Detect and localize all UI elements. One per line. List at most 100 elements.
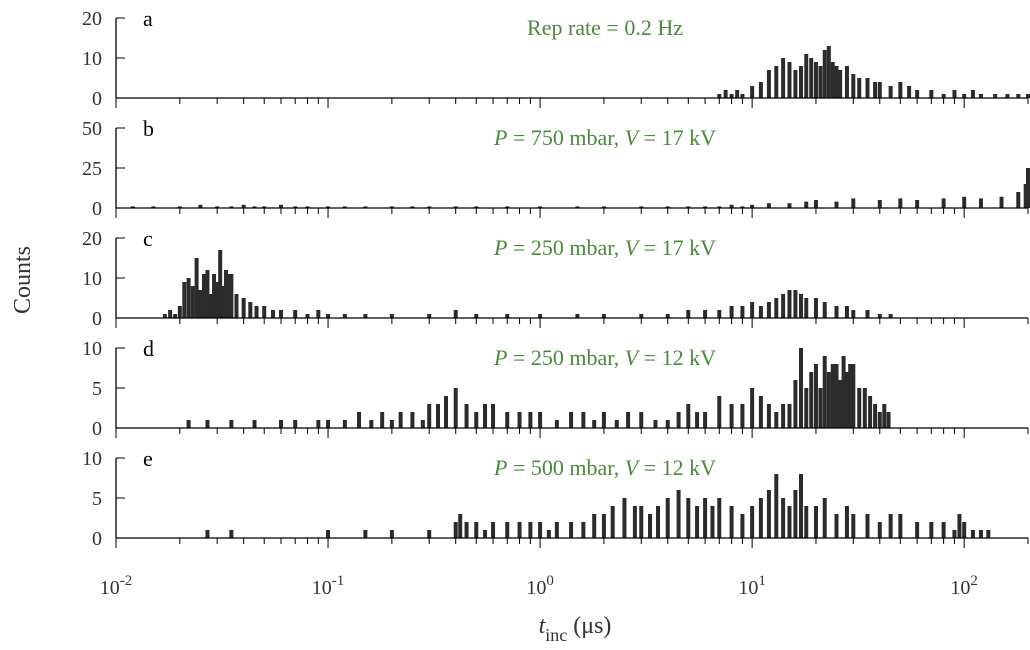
bar bbox=[703, 412, 708, 428]
bar bbox=[804, 506, 809, 538]
panel-annotation: P = 500 mbar, V = 12 kV bbox=[493, 455, 716, 480]
bar bbox=[813, 298, 818, 318]
bar bbox=[342, 314, 347, 318]
bar bbox=[262, 206, 267, 208]
bar bbox=[632, 506, 637, 538]
bar bbox=[813, 506, 818, 538]
bar bbox=[538, 206, 543, 208]
bar bbox=[873, 404, 878, 428]
bar bbox=[882, 404, 887, 428]
y-tick-label: 10 bbox=[82, 48, 102, 70]
bar bbox=[822, 302, 827, 318]
bar bbox=[793, 290, 798, 318]
panel-annotation: P = 250 mbar, V = 17 kV bbox=[493, 235, 716, 260]
bar bbox=[234, 294, 239, 318]
bar bbox=[822, 50, 827, 98]
bar bbox=[444, 396, 448, 428]
bar bbox=[363, 530, 368, 538]
bar bbox=[505, 522, 510, 538]
panel-letter: d bbox=[143, 336, 154, 361]
bar bbox=[804, 298, 809, 318]
bar bbox=[844, 306, 849, 318]
x-tick-label: 10-2 bbox=[100, 573, 133, 599]
bar bbox=[915, 200, 920, 208]
bar bbox=[665, 498, 670, 538]
y-tick-label: 25 bbox=[82, 158, 102, 180]
y-tick-label: 0 bbox=[92, 528, 102, 550]
bar bbox=[305, 314, 310, 318]
bar bbox=[569, 412, 574, 428]
bar bbox=[798, 294, 803, 318]
bar bbox=[601, 412, 606, 428]
bar bbox=[729, 94, 734, 98]
bar bbox=[601, 206, 606, 208]
bar bbox=[676, 490, 681, 538]
bar bbox=[528, 522, 533, 538]
bar bbox=[205, 530, 210, 538]
bar bbox=[877, 82, 882, 98]
x-tick-label: 101 bbox=[738, 573, 766, 599]
bar bbox=[787, 506, 792, 538]
bar bbox=[665, 314, 670, 318]
bar bbox=[787, 203, 792, 208]
bar bbox=[491, 404, 496, 428]
bar bbox=[774, 66, 779, 98]
bar bbox=[686, 206, 691, 208]
annotation-text: = 250 mbar, bbox=[507, 235, 624, 260]
bar bbox=[538, 522, 543, 538]
x-axis-label-sub: inc bbox=[545, 625, 567, 645]
bar bbox=[729, 506, 734, 538]
bar bbox=[575, 314, 580, 318]
bar bbox=[826, 46, 831, 98]
bar bbox=[427, 206, 432, 208]
bar bbox=[723, 90, 728, 98]
bar bbox=[538, 314, 543, 318]
annotation-text: = 12 kV bbox=[638, 345, 716, 370]
bar bbox=[717, 498, 722, 538]
bar bbox=[962, 94, 967, 98]
bar bbox=[766, 70, 771, 98]
bar bbox=[986, 530, 991, 538]
bar bbox=[740, 206, 745, 208]
bar bbox=[483, 404, 488, 428]
bar bbox=[873, 82, 878, 98]
bar bbox=[851, 310, 856, 318]
bar bbox=[844, 372, 849, 428]
bar bbox=[813, 62, 818, 98]
bar bbox=[834, 201, 839, 208]
bar bbox=[813, 200, 818, 208]
bar bbox=[483, 530, 488, 538]
bar bbox=[851, 74, 856, 98]
bar bbox=[326, 530, 331, 538]
panel-letter: e bbox=[143, 446, 153, 471]
annotation-var: P bbox=[493, 235, 507, 260]
bar bbox=[581, 522, 586, 538]
bar bbox=[648, 514, 653, 538]
bar bbox=[254, 306, 259, 318]
bar bbox=[750, 506, 755, 538]
bar bbox=[834, 66, 839, 98]
bar bbox=[999, 196, 1004, 208]
bar bbox=[592, 514, 597, 538]
bar bbox=[857, 388, 862, 428]
bar bbox=[793, 70, 798, 98]
y-tick-label: 5 bbox=[92, 378, 102, 400]
x-tick-label: 10-1 bbox=[312, 573, 345, 599]
bar bbox=[941, 198, 946, 208]
annotation-var: V bbox=[625, 345, 641, 370]
annotation-text: = 500 mbar, bbox=[507, 455, 624, 480]
bar bbox=[798, 66, 803, 98]
bar bbox=[826, 372, 831, 428]
bar bbox=[787, 62, 792, 98]
bar bbox=[888, 314, 893, 318]
bar bbox=[389, 206, 394, 208]
bar bbox=[729, 306, 734, 318]
bar bbox=[326, 420, 331, 428]
bar bbox=[215, 206, 220, 208]
bar bbox=[898, 198, 903, 208]
bar bbox=[851, 198, 856, 208]
bar bbox=[774, 298, 779, 318]
bar bbox=[464, 404, 469, 428]
bar bbox=[194, 258, 199, 318]
